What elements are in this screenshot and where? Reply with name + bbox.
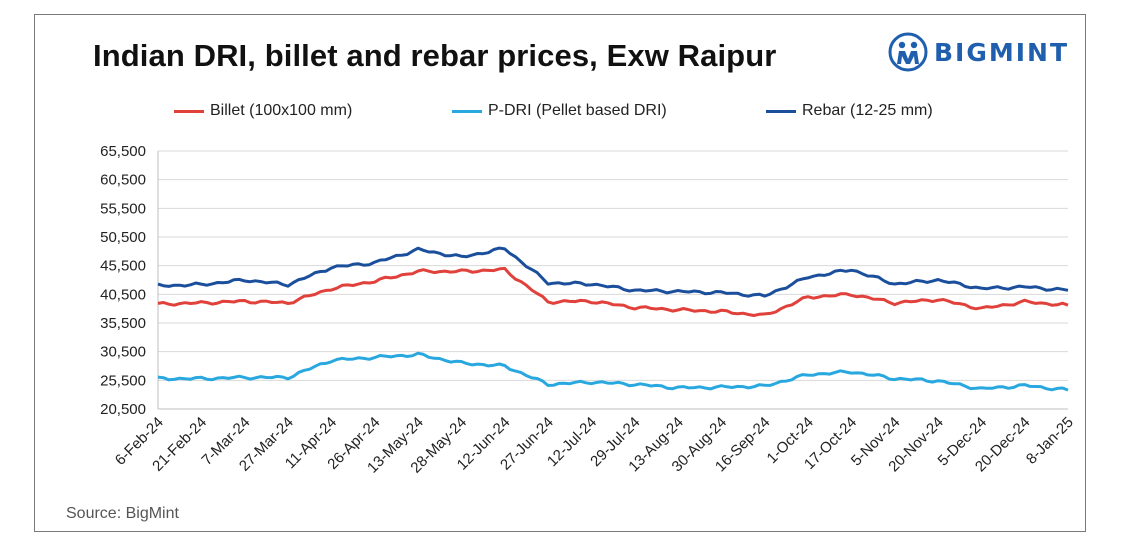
source-note: Source: BigMint (66, 505, 179, 522)
bigmint-logo-icon (888, 32, 928, 72)
data-point-rebar (633, 289, 636, 292)
y-tick-label: 35,500 (100, 315, 146, 332)
data-point-pdri (763, 385, 766, 388)
legend-swatch-billet (174, 109, 204, 113)
data-point-rebar (417, 248, 420, 251)
data-point-rebar (677, 290, 680, 293)
bigmint-logo: BIGMINT (888, 30, 1069, 74)
legend-label-rebar: Rebar (12-25 mm) (802, 102, 933, 119)
data-point-rebar (590, 283, 593, 286)
data-point-billet (980, 307, 983, 310)
series-line-rebar (157, 246, 1069, 298)
data-point-rebar (1023, 285, 1026, 288)
data-point-pdri (1067, 389, 1070, 392)
y-tick-label: 20,500 (100, 401, 146, 418)
data-point-pdri (330, 359, 333, 362)
data-point-rebar (763, 295, 766, 298)
legend-swatch-rebar (766, 109, 796, 113)
data-point-rebar (980, 287, 983, 290)
chart-title: Indian DRI, billet and rebar prices, Exw… (93, 38, 777, 73)
data-point-pdri (633, 383, 636, 386)
data-point-pdri (460, 362, 463, 365)
data-point-billet (677, 308, 680, 311)
data-point-billet (373, 280, 376, 283)
data-point-rebar (460, 256, 463, 259)
data-point-pdri (893, 377, 896, 380)
data-point-billet (590, 300, 593, 303)
data-point-pdri (287, 376, 290, 379)
data-point-billet (1023, 300, 1026, 303)
x-tick-label: 8-Jan-25 (1023, 414, 1077, 468)
data-point-billet (893, 301, 896, 304)
y-tick-label: 45,500 (100, 258, 146, 275)
y-tick-label: 50,500 (100, 229, 146, 246)
data-point-rebar (243, 279, 246, 282)
series-line-pdri (157, 351, 1069, 392)
data-point-billet (460, 270, 463, 273)
data-point-billet (850, 293, 853, 296)
data-point-pdri (243, 376, 246, 379)
data-point-pdri (157, 377, 160, 380)
series-line-billet (157, 266, 1069, 317)
data-point-billet (157, 303, 160, 306)
data-point-rebar (157, 284, 160, 287)
data-point-rebar (937, 279, 940, 282)
data-point-billet (200, 301, 203, 304)
y-tick-label: 40,500 (100, 286, 146, 303)
data-point-rebar (330, 266, 333, 269)
data-point-rebar (373, 261, 376, 264)
data-point-billet (1067, 304, 1070, 307)
data-point-billet (287, 301, 290, 304)
legend-item-rebar: Rebar (12-25 mm) (766, 102, 933, 120)
data-point-billet (763, 314, 766, 317)
data-point-pdri (200, 377, 203, 380)
data-point-billet (503, 268, 506, 271)
y-tick-label: 60,500 (100, 172, 146, 189)
chart-legend: Billet (100x100 mm) P-DRI (Pellet based … (0, 102, 1122, 122)
y-tick-label: 65,500 (100, 143, 146, 160)
data-point-billet (807, 296, 810, 299)
data-point-pdri (547, 383, 550, 386)
data-point-pdri (1023, 384, 1026, 387)
legend-item-billet: Billet (100x100 mm) (174, 102, 352, 120)
data-point-pdri (807, 373, 810, 376)
data-point-rebar (200, 283, 203, 286)
legend-item-pdri: P-DRI (Pellet based DRI) (452, 102, 667, 120)
data-point-pdri (937, 379, 940, 382)
y-tick-label: 30,500 (100, 344, 146, 361)
y-tick-label: 25,500 (100, 372, 146, 389)
data-point-rebar (547, 281, 550, 284)
bigmint-logo-text: BIGMINT (934, 37, 1070, 67)
data-point-billet (417, 270, 420, 273)
data-point-rebar (1067, 289, 1070, 292)
data-point-billet (937, 298, 940, 301)
data-point-pdri (590, 381, 593, 384)
legend-swatch-pdri (452, 109, 482, 113)
data-point-billet (330, 287, 333, 290)
data-point-rebar (287, 283, 290, 286)
data-point-pdri (677, 386, 680, 389)
data-point-billet (243, 300, 246, 303)
y-tick-label: 55,500 (100, 200, 146, 217)
data-point-pdri (417, 353, 420, 356)
data-point-pdri (850, 370, 853, 373)
data-point-rebar (807, 276, 810, 279)
chart-frame (34, 14, 1086, 532)
data-point-pdri (980, 387, 983, 390)
legend-label-pdri: P-DRI (Pellet based DRI) (488, 102, 667, 119)
data-point-billet (633, 306, 636, 309)
data-point-billet (547, 300, 550, 303)
data-point-pdri (503, 365, 506, 368)
data-point-billet (720, 310, 723, 313)
data-point-rebar (503, 247, 506, 250)
data-point-rebar (720, 291, 723, 294)
data-point-rebar (893, 283, 896, 286)
data-point-pdri (373, 356, 376, 359)
legend-label-billet: Billet (100x100 mm) (210, 102, 353, 119)
data-point-pdri (720, 386, 723, 389)
data-point-rebar (850, 268, 853, 271)
